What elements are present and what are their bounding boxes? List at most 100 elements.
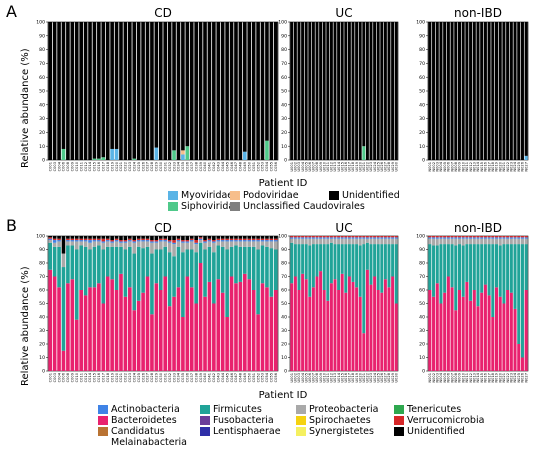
pb-g2-bar-proteobacteria <box>461 238 465 246</box>
pb-g0-bar-unidentified <box>256 236 260 239</box>
pb-g0-bar-bacteroidetes <box>128 287 132 371</box>
pb-g2-bar-bacteroidetes <box>465 281 469 371</box>
pb-g2-bar-firmicutes <box>446 244 450 277</box>
pb-g0-bar-proteobacteria <box>92 241 97 247</box>
pb-g0-bar-unidentified <box>265 236 269 239</box>
pa-g0-bar-unidentified <box>194 22 198 160</box>
pb-g1-bar-verrucomicrobia <box>373 236 377 238</box>
pb-g2-bar-firmicutes <box>483 244 487 285</box>
pb-g1-bar-proteobacteria <box>351 238 355 245</box>
pb-g1-bar-verrucomicrobia <box>380 236 384 238</box>
pa-g1-bar-unidentified <box>383 22 387 160</box>
pb-g0-bar-bacteroidetes <box>132 310 137 371</box>
pb-g1-bar-actinobacteria <box>387 237 391 239</box>
legend-swatch <box>394 416 404 425</box>
pb-g0-xtick-label: C011 <box>79 373 83 382</box>
pa-g2-ytick-label: 80 <box>419 47 425 53</box>
pb-g0-bar-verrucomicrobia <box>260 238 265 241</box>
pb-g2-bar-actinobacteria <box>428 237 432 239</box>
pb-g0-bar-verrucomicrobia <box>265 238 269 241</box>
legend-swatch <box>200 427 210 436</box>
pb-g0-bar-bacteroidetes <box>92 287 97 371</box>
pb-g2-ytick-label: 90 <box>419 247 425 253</box>
pb-g1-bar-verrucomicrobia <box>376 236 380 238</box>
pa-g0-bar-siphoviridae <box>61 148 66 160</box>
pb-g0-bar-proteobacteria <box>128 241 132 247</box>
pb-g0-bar-unidentified <box>216 236 221 239</box>
pb-g0-bar-firmicutes <box>101 249 106 304</box>
pb-g2-xtick-label: N018 <box>491 372 495 382</box>
pb-g0-bar-firmicutes <box>136 246 141 301</box>
legend-swatch <box>296 427 306 436</box>
legend-label: Candidatus Melainabacteria <box>111 426 187 448</box>
pb-g0-bar-firmicutes <box>260 245 265 284</box>
pb-g0-bar-unidentified <box>207 236 212 239</box>
pb-g1-bar-bacteroidetes <box>308 296 312 371</box>
pb-g0-bar-proteobacteria <box>101 242 106 250</box>
pb-g0-bar-proteobacteria <box>83 241 88 247</box>
pa-g0-bar-siphoviridae <box>265 140 269 160</box>
pb-g1-bar-proteobacteria <box>373 238 377 245</box>
pb-g2-bar-verrucomicrobia <box>517 236 521 238</box>
pa-g1-ytick-label: 70 <box>281 61 287 67</box>
pa-g1-xtick-label: U011 <box>326 162 330 172</box>
pa-g2-bar-unidentified <box>432 22 436 160</box>
pb-g0-bar-unidentified <box>225 236 229 239</box>
legend-label: Myoviridae <box>181 190 234 201</box>
pb-g1-bar-actinobacteria <box>311 237 315 239</box>
pb-g2-ytick-label: 0 <box>422 369 425 375</box>
pb-g0-xtick-label: C051 <box>252 373 256 382</box>
pb-g0-xtick-label: C028 <box>150 372 154 382</box>
pb-g0-bar-proteobacteria <box>167 242 172 253</box>
pb-g1-bar-actinobacteria <box>340 237 344 239</box>
pb-g1-bar-actinobacteria <box>301 237 305 239</box>
pb-g0-bar-actinobacteria <box>212 241 216 243</box>
pb-g0-bar-unidentified <box>189 236 194 239</box>
pa-g2-bar-unidentified <box>454 22 458 160</box>
pb-g0-bar-bacteroidetes <box>194 303 198 371</box>
legend-swatch <box>296 405 306 414</box>
pb-g2-bar-bacteroidetes <box>491 317 495 371</box>
pa-g1-xtick-label: U022 <box>366 162 370 172</box>
pb-g0-bar-firmicutes <box>207 246 212 282</box>
pa-g0-xtick-label: C028 <box>150 161 154 171</box>
pb-g2-bar-actinobacteria <box>502 237 506 239</box>
pb-g1-bar-firmicutes <box>301 244 305 274</box>
pa-g2-ytick-label: 20 <box>419 130 425 136</box>
pb-g1-xtick-label: U019 <box>355 372 359 382</box>
pb-g0-ytick-label: 60 <box>39 288 45 294</box>
pb-g2-bar-actinobacteria <box>457 237 461 239</box>
pa-g2-xtick-label: N006 <box>447 161 451 171</box>
pa-g2-bar-unidentified <box>483 22 487 160</box>
legend-item: Fusobacteria <box>200 415 296 426</box>
pb-g0-xtick-label: C038 <box>194 372 198 382</box>
pb-g0-bar-proteobacteria <box>243 241 247 247</box>
pb-g0-bar-proteobacteria <box>176 241 181 247</box>
pa-g2-ytick-label: 40 <box>419 102 425 108</box>
pb-g2-bar-bacteroidetes <box>483 284 487 371</box>
pb-g2-bar-bacteroidetes <box>446 276 450 371</box>
pa-g2-bar-unidentified <box>457 22 461 160</box>
pa-g0-bar-unidentified <box>220 22 225 160</box>
pb-g0-bar-unidentified <box>83 236 88 239</box>
pb-g0-bar-verrucomicrobia <box>229 238 234 241</box>
legend-item: Proteobacteria <box>296 404 392 415</box>
pa-g2-bar-unidentified <box>517 22 521 160</box>
pb-g1-xtick-label: U015 <box>340 373 344 383</box>
pa-g0-bar-unidentified <box>234 22 238 160</box>
pa-g1-ytick-label: 20 <box>281 130 287 136</box>
pb-g0-bar-firmicutes <box>185 249 190 277</box>
pb-g0-bar-actinobacteria <box>74 240 79 242</box>
pb-g0-bar-bacteroidetes <box>79 290 83 371</box>
pa-g0-xtick-label: C023 <box>128 162 132 171</box>
pb-g1-bar-firmicutes <box>383 244 387 280</box>
pa-g0-xtick-label: C003 <box>53 162 57 171</box>
pb-g0-xtick-label: C035 <box>181 373 185 382</box>
pb-g2-bar-firmicutes <box>435 245 439 284</box>
pb-g1-bar-firmicutes <box>290 242 294 284</box>
pa-g1-xtick-label: U010 <box>322 161 326 171</box>
pb-g2-xtick-label: N015 <box>480 373 484 383</box>
pb-g0-xtick-label: C018 <box>106 372 110 382</box>
pb-g0-bar-bacteroidetes <box>229 276 234 371</box>
pb-g2-bar-bacteroidetes <box>524 290 528 371</box>
